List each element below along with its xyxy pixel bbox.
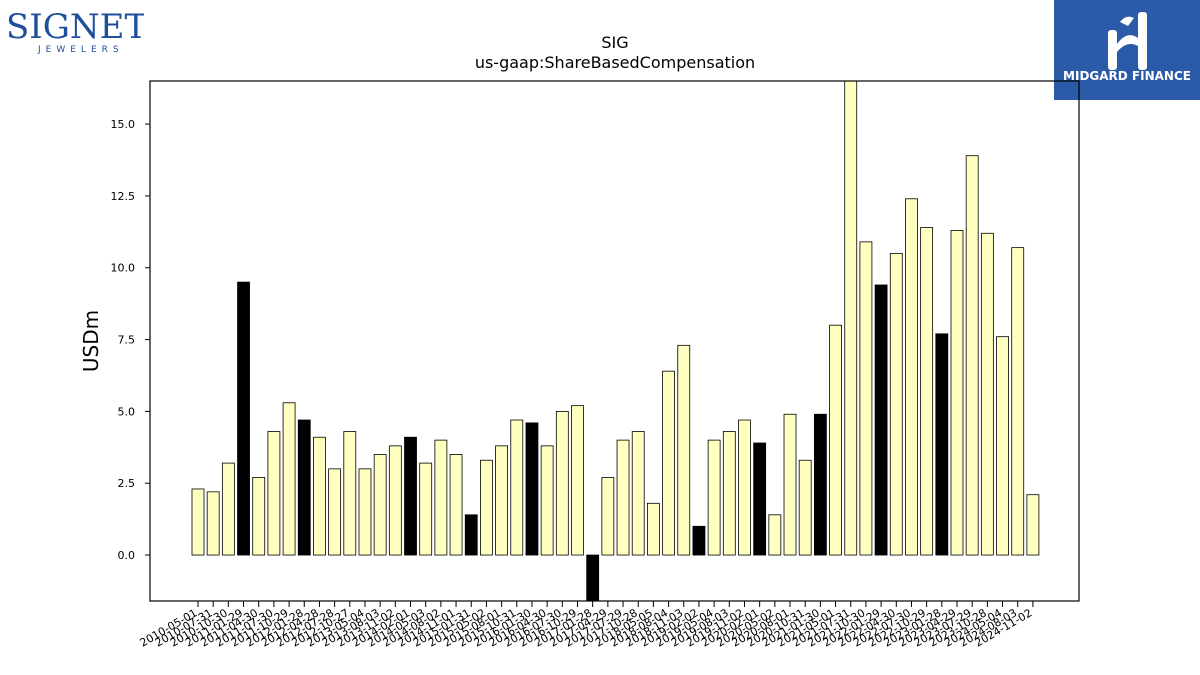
bar-2022-01-29 xyxy=(874,284,888,556)
bar-2017-04-29 xyxy=(601,477,615,556)
bar-2016-07-30 xyxy=(555,410,569,556)
bar-2013-08-03 xyxy=(373,454,387,556)
bar-2016-04-30 xyxy=(540,445,554,556)
x-axis-ticks: 2010-05-012010-07-312010-10-302011-01-29… xyxy=(138,601,1034,650)
bar-2012-07-28 xyxy=(328,468,342,556)
bar-2021-07-31 xyxy=(844,80,858,556)
bar-2023-04-29 xyxy=(950,229,964,556)
bar-2023-07-29 xyxy=(965,155,979,556)
bar-2020-05-02 xyxy=(768,514,782,556)
signet-logo-text: SIGNET xyxy=(6,7,144,47)
bar-2011-01-29 xyxy=(237,281,250,556)
midgard-finance-logo: MIDGARD FINANCE xyxy=(1054,0,1200,100)
chart-subtitle: us-gaap:ShareBasedCompensation xyxy=(475,53,755,72)
y-tick-label: 10.0 xyxy=(111,262,136,275)
y-tick-label: 7.5 xyxy=(118,334,136,347)
chart-title: SIG xyxy=(601,33,628,52)
bar-2014-02-01 xyxy=(404,436,417,556)
bar-2018-08-04 xyxy=(662,370,675,556)
bar-2023-01-28 xyxy=(935,333,949,556)
plot-frame xyxy=(149,80,1080,602)
bar-2020-10-31 xyxy=(798,459,812,556)
y-axis-ticks: 0.0 2.5 5.0 7.5 10.0 12.5 15.0 xyxy=(111,118,150,562)
bar-2014-08-02 xyxy=(434,439,448,556)
bars-group xyxy=(191,80,1040,602)
bar-2015-01-31 xyxy=(464,514,478,556)
bar-2019-02-02 xyxy=(692,525,706,556)
bar-2017-10-28 xyxy=(631,431,645,556)
bar-2018-05-05 xyxy=(647,502,660,556)
jewelers-logo-text: JEWELERS xyxy=(37,45,124,55)
bar-2022-07-30 xyxy=(905,198,918,556)
bar-2014-11-01 xyxy=(449,454,463,556)
y-tick-label: 15.0 xyxy=(111,118,136,131)
bar-2022-10-29 xyxy=(920,227,934,556)
bar-2020-02-01 xyxy=(753,442,767,556)
bar-2012-10-27 xyxy=(343,431,357,556)
y-tick-label: 12.5 xyxy=(111,190,136,203)
bar-2019-11-02 xyxy=(738,419,751,556)
midgard-emblem-icon xyxy=(1108,12,1147,70)
bar-2019-08-03 xyxy=(722,431,736,556)
bar-2018-11-03 xyxy=(677,344,691,556)
bar-2013-05-04 xyxy=(358,468,372,556)
bar-2019-05-04 xyxy=(707,439,721,556)
bar-2010-07-31 xyxy=(206,491,220,556)
bar-2015-08-01 xyxy=(495,445,509,556)
bar-2010-10-30 xyxy=(221,462,235,556)
bar-2024-08-03 xyxy=(1011,247,1025,556)
bar-2020-08-01 xyxy=(783,413,797,556)
bar-2012-04-28 xyxy=(313,436,326,556)
bar-2016-10-29 xyxy=(571,405,584,556)
bar-2017-01-28 xyxy=(586,554,600,602)
bar-2014-05-03 xyxy=(419,462,433,556)
bar-2011-04-30 xyxy=(252,477,266,556)
bar-2010-05-01 xyxy=(191,488,205,556)
y-tick-label: 5.0 xyxy=(118,405,136,418)
bar-2015-10-31 xyxy=(510,419,524,556)
bar-2024-11-02 xyxy=(1026,494,1040,556)
bar-2011-10-29 xyxy=(282,402,296,556)
bar-2011-07-30 xyxy=(267,431,281,556)
signet-jewelers-logo: SIGNET JEWELERS xyxy=(4,4,147,56)
bar-2017-07-29 xyxy=(616,439,630,556)
y-axis-label: USDm xyxy=(79,310,103,372)
bar-2016-01-30 xyxy=(525,422,539,556)
y-tick-label: 0.0 xyxy=(118,549,136,562)
bar-2012-01-28 xyxy=(297,419,311,556)
bar-2013-11-02 xyxy=(388,445,402,556)
bar-2021-01-30 xyxy=(813,413,827,556)
midgard-logo-text: MIDGARD FINANCE xyxy=(1063,69,1191,83)
bar-2021-10-30 xyxy=(859,241,873,556)
bar-2015-05-02 xyxy=(480,459,493,556)
bar-2024-05-04 xyxy=(996,336,1009,556)
bar-2021-05-01 xyxy=(829,324,842,556)
y-tick-label: 2.5 xyxy=(118,477,136,490)
bar-2022-04-30 xyxy=(889,252,903,556)
bar-2023-10-28 xyxy=(980,232,994,556)
